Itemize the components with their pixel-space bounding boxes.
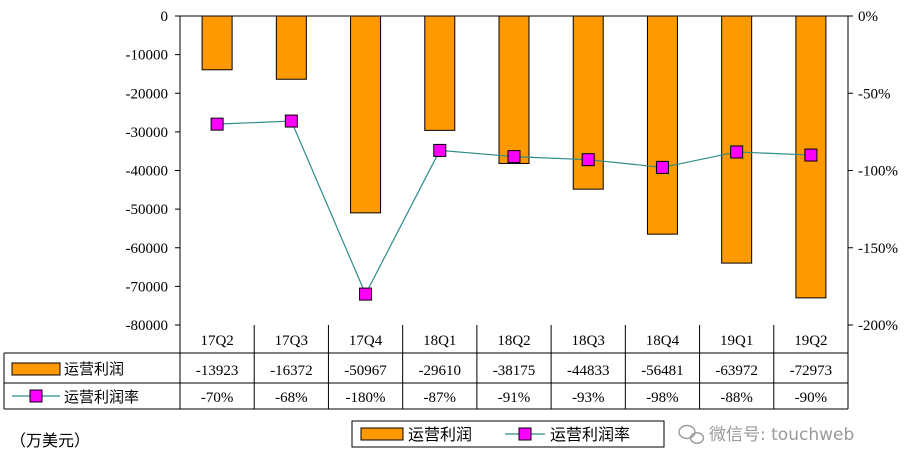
marker-19Q2 bbox=[804, 148, 818, 162]
category-label: 18Q2 bbox=[497, 333, 530, 349]
marker-18Q2 bbox=[507, 150, 521, 164]
marker-18Q1 bbox=[433, 143, 447, 157]
marker-18Q4 bbox=[655, 160, 669, 174]
category-label: 17Q4 bbox=[349, 333, 383, 349]
table-cell-operating-profit: -38175 bbox=[493, 363, 536, 379]
table-bar-swatch bbox=[11, 362, 61, 376]
unit-label: （万美元） bbox=[10, 431, 90, 450]
table-cell-operating-profit: -50967 bbox=[344, 363, 387, 379]
marker-19Q1 bbox=[730, 145, 744, 159]
bar-18Q1 bbox=[424, 15, 456, 131]
bar-18Q4 bbox=[646, 15, 678, 235]
table-cell-operating-profit: -44833 bbox=[567, 363, 610, 379]
table-marker-swatch bbox=[29, 389, 43, 403]
table-cell-operating-margin: -87% bbox=[424, 390, 457, 406]
watermark-text: 微信号: touchweb bbox=[709, 425, 854, 445]
table-cell-operating-profit: -13923 bbox=[196, 363, 239, 379]
legend-marker-swatch bbox=[518, 427, 532, 441]
table-cell-operating-margin: -98% bbox=[646, 390, 679, 406]
bar-17Q3 bbox=[275, 15, 307, 80]
right-tick-label: 0% bbox=[858, 9, 878, 25]
category-label: 18Q1 bbox=[423, 333, 456, 349]
marker-18Q3 bbox=[581, 153, 595, 167]
table-cell-operating-margin: -93% bbox=[572, 390, 605, 406]
left-tick-label: -70000 bbox=[126, 279, 169, 295]
table-cell-operating-margin: -70% bbox=[201, 390, 234, 406]
table-cell-operating-profit: -63972 bbox=[715, 363, 758, 379]
table-cell-operating-profit: -56481 bbox=[641, 363, 684, 379]
right-tick-label: -150% bbox=[858, 241, 898, 257]
table-cell-operating-profit: -16372 bbox=[270, 363, 313, 379]
bar-19Q1 bbox=[721, 15, 753, 264]
category-label: 17Q3 bbox=[275, 333, 308, 349]
legend-label-operating-margin: 运营利润率 bbox=[550, 425, 630, 444]
line-series bbox=[210, 114, 818, 301]
left-tick-label: -10000 bbox=[126, 48, 169, 64]
category-label: 17Q2 bbox=[200, 333, 233, 349]
left-tick-label: -30000 bbox=[126, 125, 169, 141]
left-tick-label: -60000 bbox=[126, 241, 169, 257]
left-axis: 0 -10000 -20000 -30000 -40000 -50000 -60000 -70… bbox=[126, 9, 180, 334]
bar-17Q2 bbox=[201, 15, 233, 71]
right-tick-label: -100% bbox=[858, 164, 898, 180]
table-row-label-operating-profit: 运营利润 bbox=[64, 360, 124, 378]
legend: 运营利润 运营利润率 bbox=[351, 420, 665, 448]
table-cell-operating-margin: -88% bbox=[720, 390, 753, 406]
legend-bar-swatch bbox=[360, 427, 404, 441]
wechat-icon bbox=[678, 424, 705, 444]
marker-17Q2 bbox=[210, 117, 224, 131]
category-label: 18Q3 bbox=[572, 333, 605, 349]
marker-17Q3 bbox=[284, 114, 298, 128]
table-cell-operating-profit: -72973 bbox=[790, 363, 833, 379]
category-label: 19Q1 bbox=[720, 333, 753, 349]
table-cell-operating-margin: -180% bbox=[346, 390, 386, 406]
legend-label-operating-profit: 运营利润 bbox=[408, 425, 472, 444]
right-axis: 0% -50% -100% -150% -200% bbox=[848, 9, 898, 334]
bar-18Q2 bbox=[498, 15, 530, 164]
left-tick-label: -20000 bbox=[126, 86, 169, 102]
left-tick-label: -50000 bbox=[126, 202, 169, 218]
data-table: 17Q2 17Q3 17Q4 18Q1 18Q2 18Q3 18Q4 19Q1 19Q2 运营利润… bbox=[3, 325, 849, 410]
bar-series bbox=[201, 15, 827, 299]
category-label: 18Q4 bbox=[646, 333, 680, 349]
left-tick-label: -40000 bbox=[126, 164, 169, 180]
left-tick-label: -80000 bbox=[126, 318, 169, 334]
category-label: 19Q2 bbox=[794, 333, 827, 349]
marker-17Q4 bbox=[359, 287, 373, 301]
watermark: 微信号: touchweb bbox=[678, 424, 854, 445]
left-tick-label: 0 bbox=[161, 9, 169, 25]
table-row-label-operating-margin: 运营利润率 bbox=[64, 388, 139, 406]
right-tick-label: -200% bbox=[858, 318, 898, 334]
bar-17Q4 bbox=[350, 15, 382, 214]
table-cell-operating-margin: -68% bbox=[275, 390, 308, 406]
right-tick-label: -50% bbox=[858, 86, 891, 102]
table-cell-operating-margin: -90% bbox=[795, 390, 828, 406]
table-cell-operating-profit: -29610 bbox=[419, 363, 462, 379]
table-cell-operating-margin: -91% bbox=[498, 390, 531, 406]
